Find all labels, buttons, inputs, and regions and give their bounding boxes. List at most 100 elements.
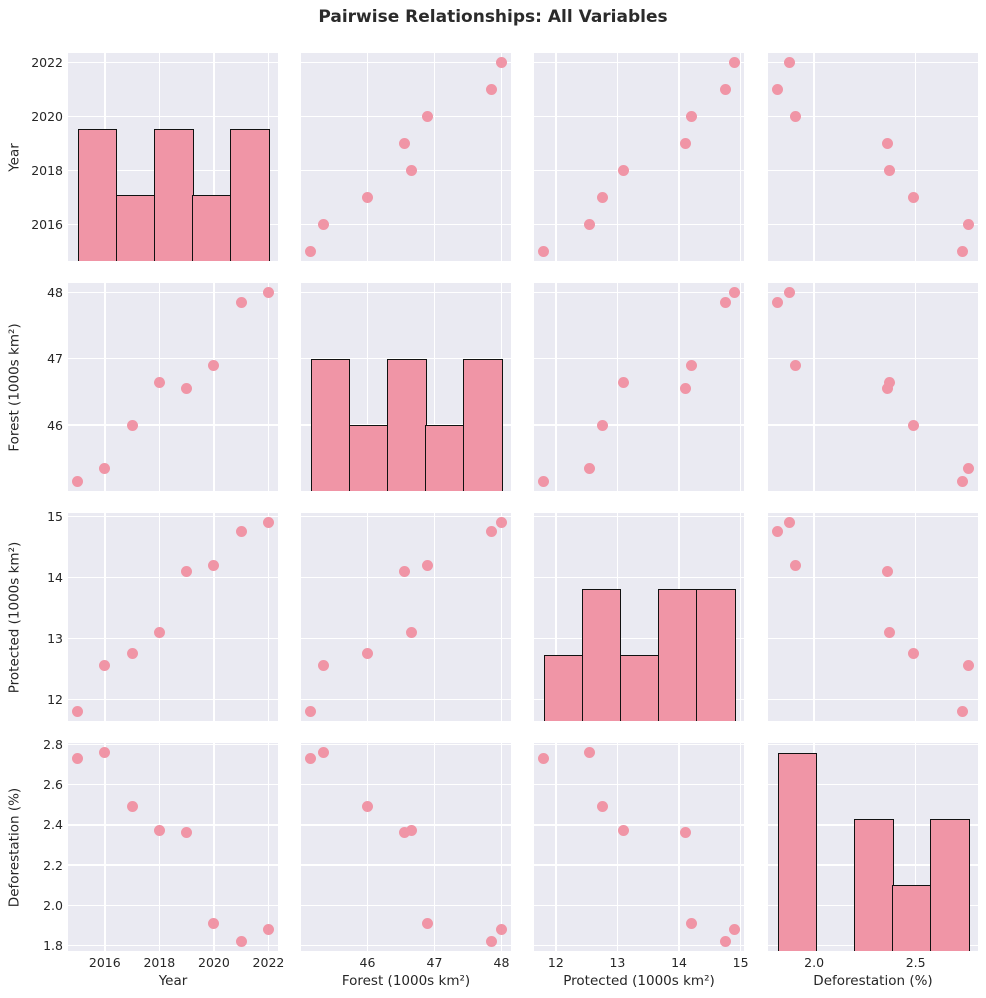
gridline <box>768 291 978 294</box>
scatter-point <box>72 752 84 764</box>
x-axis-label-forest: Forest (1000s km²) <box>341 973 471 989</box>
hist-bar <box>386 358 427 491</box>
hist-bar <box>463 358 503 491</box>
scatter-point <box>72 476 84 488</box>
gridline <box>213 513 215 721</box>
scatter-point <box>772 526 784 538</box>
scatter-point <box>584 746 596 758</box>
gridline <box>301 944 511 947</box>
y-tick-label: 2.0 <box>43 897 63 913</box>
gridline <box>433 53 436 261</box>
scatter-point <box>495 516 507 528</box>
hist-bar <box>348 424 389 491</box>
scatter-point <box>685 110 697 122</box>
gridline <box>768 698 978 701</box>
gridline <box>68 944 278 947</box>
gridline <box>914 513 917 721</box>
scatter-point <box>584 462 596 474</box>
gridline <box>534 904 744 907</box>
scatter-point <box>262 286 274 298</box>
scatter-point <box>679 137 691 149</box>
scatter-point <box>305 752 317 764</box>
scatter-point <box>790 110 802 122</box>
gridline <box>616 743 619 951</box>
scatter-point <box>235 526 247 538</box>
gridline <box>301 824 511 826</box>
scatter-point <box>719 83 731 95</box>
gridline <box>267 513 270 721</box>
scatter-point <box>495 56 507 68</box>
scatter-point <box>99 462 111 474</box>
scatter-point <box>208 359 220 371</box>
y-tick-label: 46 <box>47 417 63 433</box>
scatter-point <box>126 648 138 660</box>
y-tick-label: 13 <box>47 630 63 646</box>
scatter-point <box>956 476 968 488</box>
gridline <box>267 283 270 491</box>
gridline <box>213 53 215 261</box>
scatter-point <box>772 296 784 308</box>
gridline <box>534 61 744 64</box>
scatter-point <box>398 137 410 149</box>
subplot-protected-vs-year <box>68 513 278 721</box>
scatter-point <box>235 296 247 308</box>
gridline <box>68 515 278 518</box>
scatter-point <box>361 648 373 660</box>
gridline <box>301 515 511 518</box>
scatter-point <box>881 565 893 577</box>
scatter-point <box>618 376 630 388</box>
gridline <box>768 637 978 640</box>
scatter-point <box>181 827 193 839</box>
gridline <box>68 743 278 746</box>
gridline <box>366 283 369 491</box>
scatter-point <box>485 936 497 948</box>
scatter-point <box>596 419 608 431</box>
scatter-point <box>719 296 731 308</box>
hist-bar <box>619 654 660 721</box>
scatter-point <box>262 516 274 528</box>
gridline <box>555 53 557 261</box>
x-tick-label: 2016 <box>88 955 121 970</box>
subplot-year-vs-protected <box>534 53 744 261</box>
subplot-year-vs-forest <box>301 53 511 261</box>
scatter-point <box>405 626 417 638</box>
scatter-point <box>126 801 138 813</box>
scatter-point <box>398 827 410 839</box>
scatter-point <box>99 660 111 672</box>
gridline <box>768 515 978 518</box>
scatter-point <box>305 706 317 718</box>
gridline <box>301 637 511 640</box>
gridline <box>158 513 161 721</box>
hist-bar <box>696 588 736 721</box>
gridline <box>104 513 106 721</box>
y-axis-label-protected: Protected (1000s km²) <box>6 541 23 693</box>
gridline <box>768 115 978 118</box>
gridline <box>301 698 511 701</box>
subplot-forest-vs-deforestation <box>768 283 978 491</box>
gridline <box>104 743 106 951</box>
x-axis-label-year: Year <box>158 973 188 989</box>
scatter-point <box>881 137 893 149</box>
gridline <box>768 743 978 746</box>
scatter-point <box>208 559 220 571</box>
scatter-point <box>318 219 330 231</box>
gridline <box>68 115 278 118</box>
scatter-point <box>908 192 920 204</box>
scatter-point <box>790 359 802 371</box>
x-tick-label: 2022 <box>252 955 285 970</box>
gridline <box>366 53 369 261</box>
gridline <box>678 283 680 491</box>
x-tick-label: 12 <box>547 955 564 970</box>
scatter-point <box>679 383 691 395</box>
hist-bar <box>310 358 351 491</box>
scatter-point <box>584 219 596 231</box>
gridline <box>68 424 278 426</box>
gridline <box>534 783 744 786</box>
scatter-point <box>318 660 330 672</box>
gridline <box>616 53 619 261</box>
gridline <box>534 115 744 118</box>
scatter-point <box>908 648 920 660</box>
scatter-point <box>153 376 165 388</box>
subplot-hist-year <box>68 53 278 261</box>
scatter-point <box>596 192 608 204</box>
